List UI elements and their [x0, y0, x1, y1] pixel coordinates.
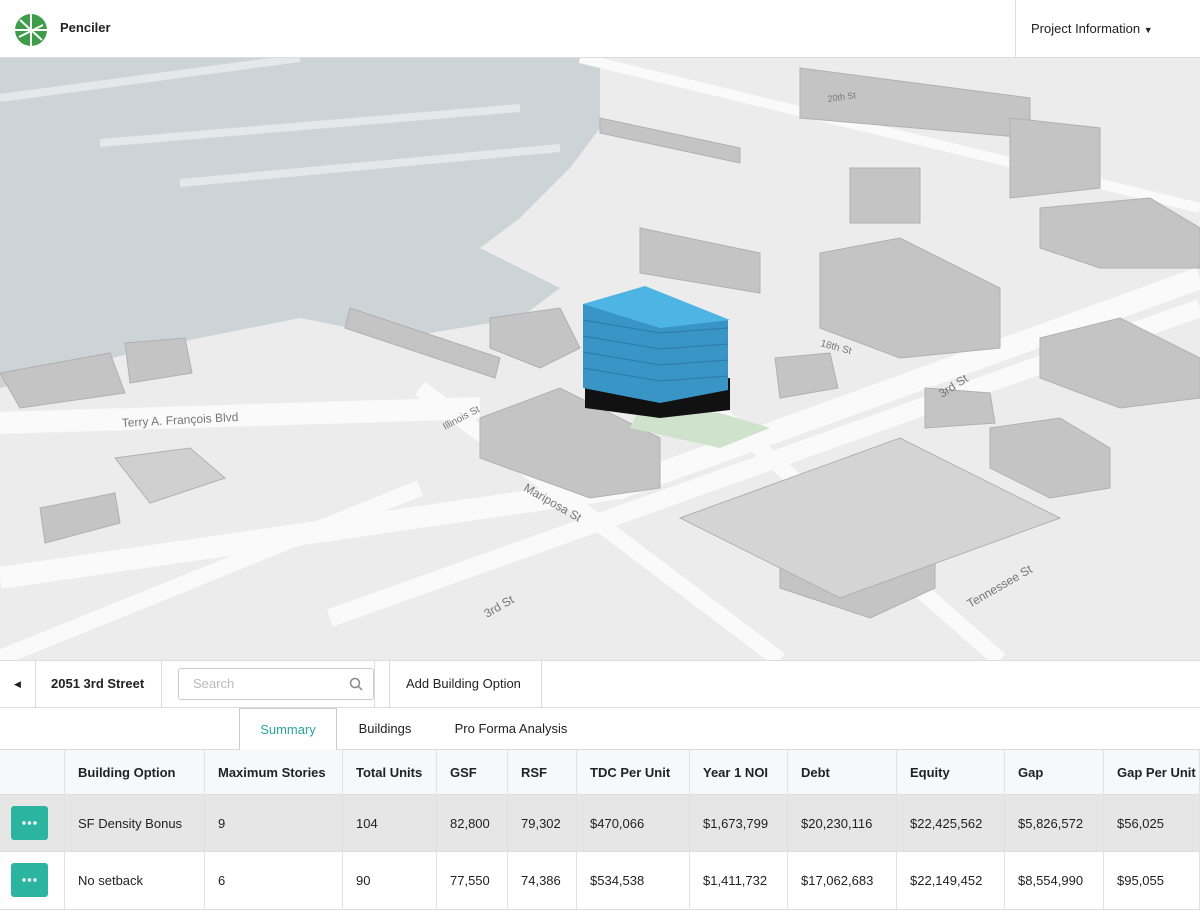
column-header: RSF	[508, 750, 577, 795]
project-menu[interactable]: Project Information ▼	[1015, 0, 1200, 58]
toolbar: ◀ 2051 3rd Street Search Add Building Op…	[0, 660, 1200, 708]
cell: $20,230,116	[788, 795, 897, 852]
street-label: 20th St	[827, 90, 857, 104]
row-bg	[0, 852, 1200, 910]
cell: 104	[343, 795, 437, 852]
row-bg	[0, 795, 1200, 852]
tab[interactable]: Summary	[239, 708, 337, 751]
cell: 9	[205, 795, 343, 852]
cell: $95,055	[1104, 852, 1200, 910]
cell: $22,425,562	[897, 795, 1005, 852]
cell: 74,386	[508, 852, 577, 910]
cell: No setback	[65, 852, 205, 910]
project-name: 2051 3rd Street	[36, 661, 162, 707]
cell: 6	[205, 852, 343, 910]
row-menu-button[interactable]	[11, 806, 48, 840]
cell	[0, 852, 65, 910]
column-header: Total Units	[343, 750, 437, 795]
column-header: Year 1 NOI	[690, 750, 788, 795]
cell: 77,550	[437, 852, 508, 910]
column-header: Gap Per Unit	[1104, 750, 1200, 795]
cell: $1,673,799	[690, 795, 788, 852]
column-header: Gap	[1005, 750, 1104, 795]
column-header: Debt	[788, 750, 897, 795]
brand[interactable]: Penciler	[60, 20, 111, 35]
cell: $470,066	[577, 795, 690, 852]
proposed-building[interactable]	[582, 286, 730, 418]
cell: $1,411,732	[690, 852, 788, 910]
search-box[interactable]: Search	[178, 668, 374, 700]
map[interactable]: 20th St 18th St 3rd St Terry A. François…	[0, 58, 1200, 660]
header: Penciler Project Information ▼	[0, 0, 1200, 58]
logo[interactable]	[14, 13, 48, 47]
header-bg	[0, 750, 1200, 795]
cell: 82,800	[437, 795, 508, 852]
back-button[interactable]: ◀	[0, 661, 36, 707]
header-cell	[0, 750, 65, 795]
cell: $22,149,452	[897, 852, 1005, 910]
cell	[0, 795, 65, 852]
tabs: Summary Buildings Pro Forma Analysis	[0, 708, 1200, 751]
column-header: Equity	[897, 750, 1005, 795]
cell: $5,826,572	[1005, 795, 1104, 852]
column-header: GSF	[437, 750, 508, 795]
search-placeholder[interactable]: Search	[193, 676, 235, 691]
cell: $8,554,990	[1005, 852, 1104, 910]
search-icon[interactable]	[349, 677, 363, 691]
tab[interactable]: Pro Forma Analysis	[454, 721, 568, 736]
column-header: Maximum Stories	[205, 750, 343, 795]
cell: $17,062,683	[788, 852, 897, 910]
cell: SF Density Bonus	[65, 795, 205, 852]
street-label: Terry A. François Blvd	[121, 410, 238, 430]
tab[interactable]: Buildings	[358, 721, 412, 736]
cell: $56,025	[1104, 795, 1200, 852]
menu-label[interactable]: Project Information	[1031, 21, 1141, 36]
cell: 90	[343, 852, 437, 910]
row-menu-button[interactable]	[11, 863, 48, 897]
cell: $534,538	[577, 852, 690, 910]
column-header: Building Option	[65, 750, 205, 795]
column-header: TDC Per Unit	[577, 750, 690, 795]
cell: 79,302	[508, 795, 577, 852]
add-button[interactable]: Add Building Option	[389, 661, 542, 707]
